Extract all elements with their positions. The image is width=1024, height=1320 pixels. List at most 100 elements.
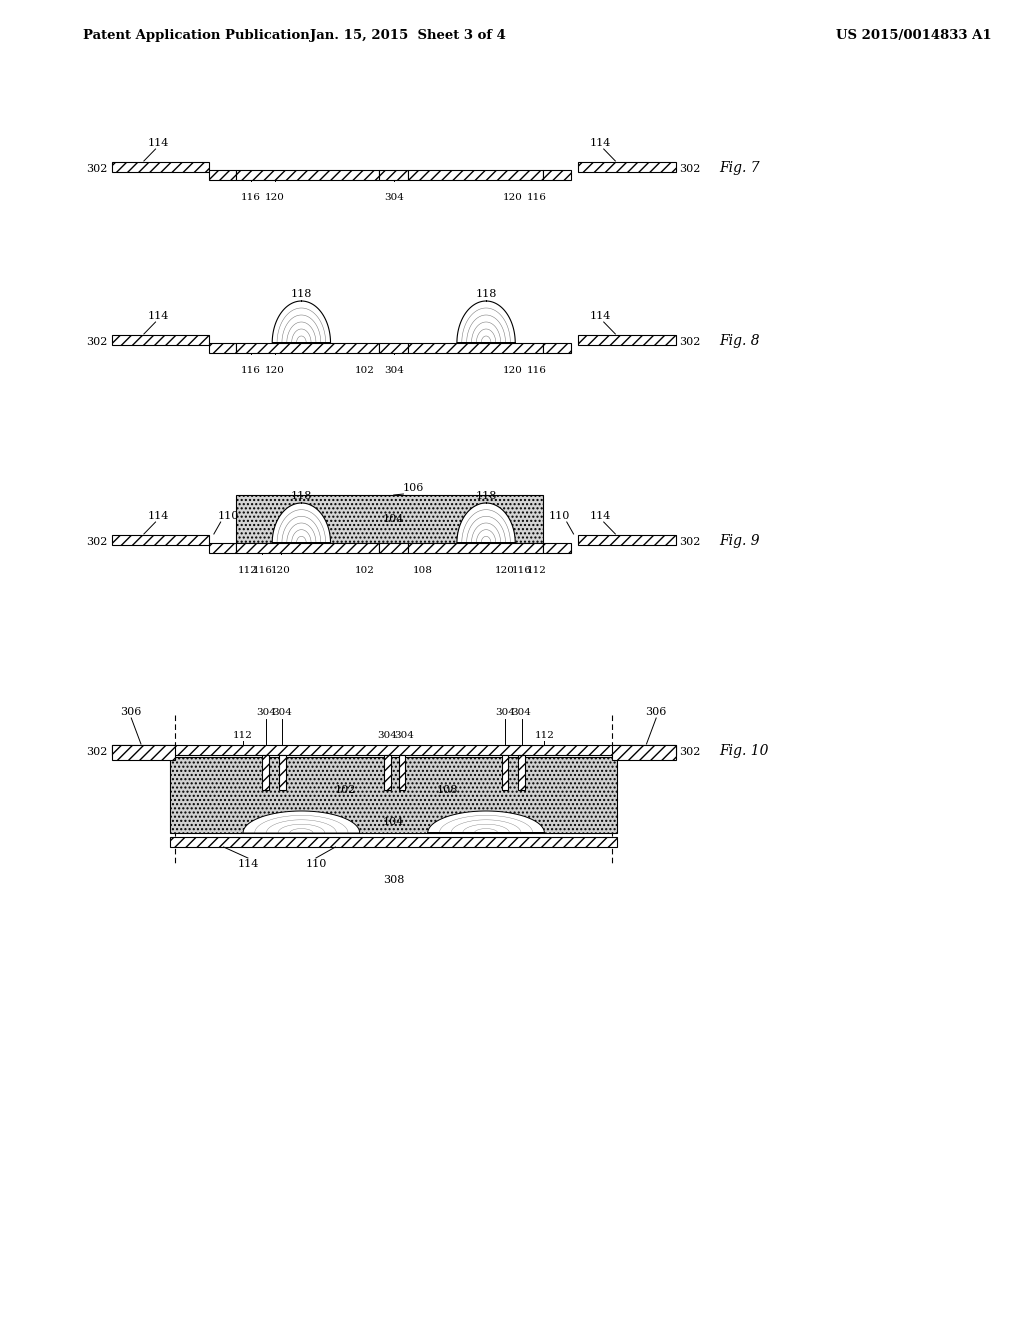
Text: 304: 304 xyxy=(495,708,515,717)
Text: 120: 120 xyxy=(265,366,285,375)
Text: 116: 116 xyxy=(241,193,261,202)
Bar xyxy=(237,543,379,553)
Polygon shape xyxy=(457,503,515,543)
Text: 108: 108 xyxy=(436,785,458,795)
Text: Jan. 15, 2015  Sheet 3 of 4: Jan. 15, 2015 Sheet 3 of 4 xyxy=(310,29,506,41)
Bar xyxy=(279,755,286,789)
Text: 114: 114 xyxy=(590,511,611,521)
Text: 304: 304 xyxy=(378,731,397,741)
Text: 110: 110 xyxy=(218,511,240,521)
Bar xyxy=(209,170,237,180)
Text: 304: 304 xyxy=(384,366,403,375)
Text: 110: 110 xyxy=(548,511,569,521)
Text: 112: 112 xyxy=(238,566,258,576)
Text: 114: 114 xyxy=(147,139,169,148)
Bar xyxy=(237,495,544,543)
Text: 306: 306 xyxy=(645,708,667,717)
Text: 118: 118 xyxy=(475,491,497,502)
Bar xyxy=(544,170,570,180)
Text: 118: 118 xyxy=(291,491,312,502)
Bar xyxy=(262,755,269,789)
Text: 304: 304 xyxy=(384,193,403,202)
Text: 302: 302 xyxy=(680,747,700,756)
Text: Patent Application Publication: Patent Application Publication xyxy=(83,29,309,41)
Text: 120: 120 xyxy=(495,566,514,576)
Text: 308: 308 xyxy=(383,875,404,884)
Text: 304: 304 xyxy=(394,731,414,741)
Bar xyxy=(409,343,544,352)
Bar xyxy=(170,756,617,833)
Text: 104: 104 xyxy=(383,513,404,524)
Text: 302: 302 xyxy=(680,537,700,546)
Text: Fig. 9: Fig. 9 xyxy=(720,535,760,548)
Bar xyxy=(579,535,676,545)
Text: 120: 120 xyxy=(503,193,522,202)
Text: 114: 114 xyxy=(238,859,259,869)
Bar xyxy=(209,543,237,553)
Text: 112: 112 xyxy=(526,566,547,576)
Bar xyxy=(409,543,544,553)
Text: 102: 102 xyxy=(354,366,375,375)
Polygon shape xyxy=(272,301,331,343)
Bar xyxy=(579,335,676,345)
Text: 114: 114 xyxy=(147,511,169,521)
Bar xyxy=(237,170,379,180)
Text: 116: 116 xyxy=(512,566,532,576)
Text: 304: 304 xyxy=(512,708,531,717)
Text: 302: 302 xyxy=(87,537,108,546)
Text: 112: 112 xyxy=(233,731,253,741)
Text: 304: 304 xyxy=(256,708,275,717)
Bar xyxy=(112,744,175,760)
Polygon shape xyxy=(243,810,359,833)
Bar xyxy=(579,162,676,172)
Bar xyxy=(502,755,509,789)
Bar xyxy=(612,744,676,760)
Text: Fig. 7: Fig. 7 xyxy=(720,161,760,176)
Bar xyxy=(112,335,209,345)
Bar xyxy=(398,755,406,789)
Text: 102: 102 xyxy=(335,785,355,795)
Text: 306: 306 xyxy=(121,708,142,717)
Text: 116: 116 xyxy=(241,366,261,375)
Bar xyxy=(112,162,209,172)
Polygon shape xyxy=(457,301,515,343)
Text: 112: 112 xyxy=(535,731,554,741)
Text: 302: 302 xyxy=(680,164,700,174)
Bar xyxy=(379,543,409,553)
Bar xyxy=(112,535,209,545)
Text: US 2015/0014833 A1: US 2015/0014833 A1 xyxy=(836,29,991,41)
Text: 120: 120 xyxy=(265,193,285,202)
Bar xyxy=(170,837,617,847)
Text: 120: 120 xyxy=(271,566,291,576)
Text: 304: 304 xyxy=(272,708,292,717)
Bar xyxy=(379,170,409,180)
Text: Fig. 10: Fig. 10 xyxy=(720,744,769,758)
Text: 116: 116 xyxy=(253,566,272,576)
Text: 106: 106 xyxy=(402,483,424,492)
Text: 114: 114 xyxy=(590,312,611,321)
Text: 302: 302 xyxy=(87,747,108,756)
Text: 108: 108 xyxy=(413,566,433,576)
Text: 102: 102 xyxy=(354,566,375,576)
Bar xyxy=(518,755,525,789)
Text: 116: 116 xyxy=(526,366,547,375)
Bar xyxy=(544,343,570,352)
Text: 114: 114 xyxy=(147,312,169,321)
Text: 110: 110 xyxy=(305,859,327,869)
Bar xyxy=(112,744,676,755)
Text: 120: 120 xyxy=(503,366,522,375)
Bar xyxy=(237,343,379,352)
Bar xyxy=(379,343,409,352)
Text: Fig. 8: Fig. 8 xyxy=(720,334,760,348)
Text: 114: 114 xyxy=(590,139,611,148)
Bar xyxy=(384,755,391,789)
Text: 302: 302 xyxy=(87,337,108,347)
Polygon shape xyxy=(428,810,545,833)
Text: 302: 302 xyxy=(87,164,108,174)
Bar xyxy=(209,343,237,352)
Bar xyxy=(409,170,544,180)
Bar xyxy=(544,543,570,553)
Text: 118: 118 xyxy=(475,289,497,300)
Text: 302: 302 xyxy=(680,337,700,347)
Text: 104: 104 xyxy=(383,817,404,828)
